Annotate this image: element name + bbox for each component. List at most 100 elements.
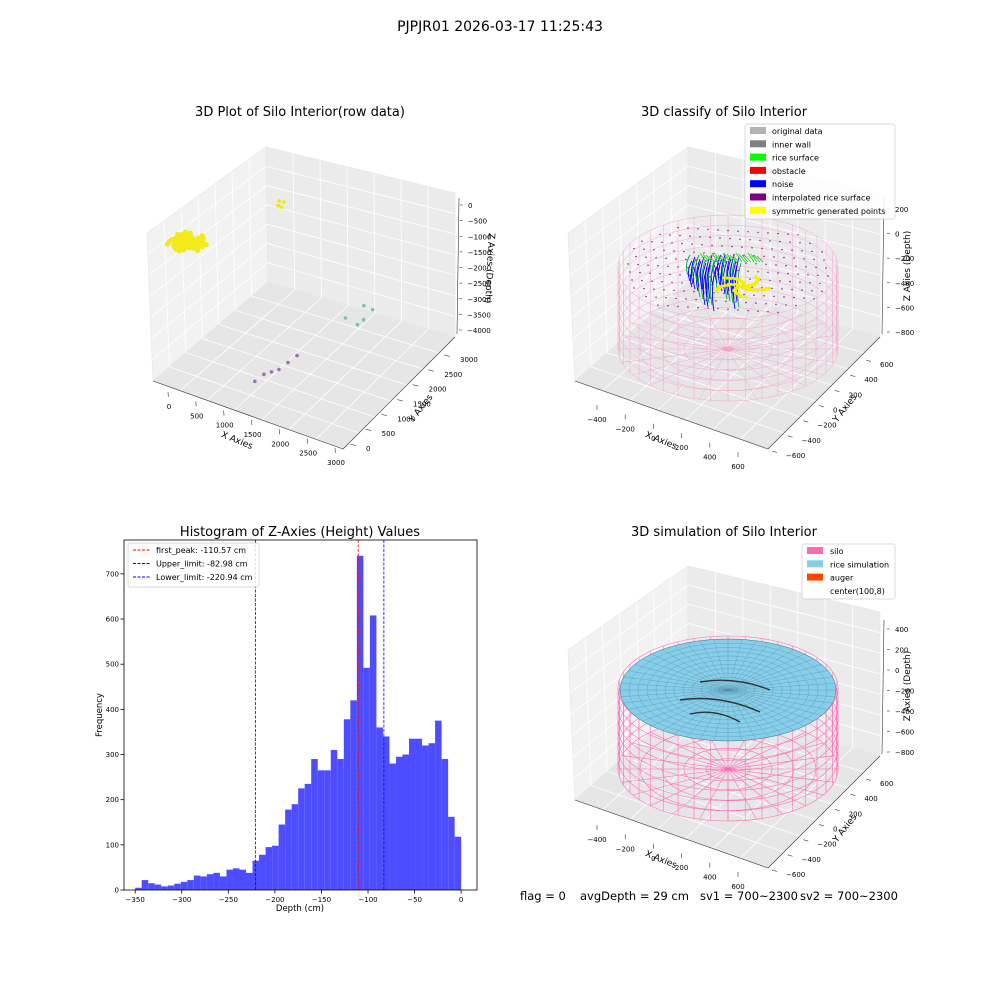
raw-box-gridline	[346, 166, 349, 306]
classify-interp-point	[713, 292, 715, 294]
hist-bar	[285, 809, 292, 890]
classify-y-tick	[865, 359, 871, 362]
classify-legend-label: original data	[772, 127, 823, 136]
simulation-rice-ridge	[679, 697, 761, 713]
raw-box-gridline	[218, 324, 408, 386]
classify-interp-point	[661, 241, 663, 244]
simulation-rice-mesh	[713, 689, 729, 741]
classify-interp-point	[697, 228, 699, 230]
classify-symmetric-point	[733, 277, 737, 281]
raw-y-tick-label: 500	[382, 430, 395, 438]
raw-box-gridline	[151, 262, 268, 361]
classify-noise-streak	[689, 266, 695, 288]
hist-bar	[415, 738, 423, 890]
hist-bar	[324, 770, 331, 890]
raw-box-x-axis-line	[152, 380, 344, 450]
raw-box-gridline	[150, 223, 268, 318]
raw-box-gridline	[179, 289, 295, 392]
classify-interp-point	[645, 295, 647, 298]
classify-interp-point	[691, 282, 693, 285]
classify-box-gridline	[657, 305, 771, 411]
classify-silo-spoke	[672, 303, 729, 350]
classify-interp-point	[629, 271, 631, 273]
classify-rice-point	[744, 255, 752, 263]
classify-interp-point	[761, 247, 763, 250]
classify-legend-swatch	[750, 206, 766, 214]
classify-interp-point	[717, 308, 719, 310]
hist-bar	[239, 869, 247, 890]
classify-interp-point	[803, 297, 805, 299]
classify-interp-point	[819, 282, 821, 285]
hist-legend-label: Lower_limit: -220.94 cm	[156, 573, 253, 582]
hist-bar	[206, 874, 214, 890]
simulation-rice-mesh	[623, 689, 729, 704]
simulation-legend-label: auger	[830, 574, 854, 583]
classify-legend-swatch	[750, 193, 766, 201]
classify-interp-point	[755, 302, 757, 304]
classify-x-tick-label: 400	[703, 454, 716, 462]
simulation-silo-spoke	[672, 768, 729, 815]
raw-y-tick-label: 0	[366, 445, 370, 453]
classify-interp-point	[663, 249, 665, 252]
classify-interp-point	[713, 252, 715, 255]
simulation-rice-mesh	[727, 689, 757, 740]
raw-3d-axes-box: 0500100015002000250030000500100015002000…	[146, 146, 491, 467]
raw-box-gridline	[234, 305, 349, 411]
classify-box-gridline	[639, 324, 833, 386]
raw-cluster-point	[187, 230, 193, 236]
simulation-z-tick-label: −200	[895, 688, 914, 696]
classify-interp-point	[809, 282, 811, 284]
classify-interp-point	[641, 279, 643, 282]
simulation-rice-mesh	[727, 683, 836, 691]
hist-y-ticks: 0 100 200 300 400 500 600 700	[106, 570, 124, 895]
status-flag: flag = 0	[520, 889, 566, 903]
raw-z-tick-label: −4000	[467, 327, 491, 335]
classify-interp-point	[761, 287, 763, 289]
classify-interp-point	[789, 280, 791, 283]
simulation-rice-mesh	[727, 670, 828, 691]
classify-interp-point	[741, 246, 743, 248]
classify-y-tick	[771, 450, 777, 453]
raw-box-gridline	[248, 159, 252, 297]
simulation-rice-mesh	[642, 658, 729, 691]
classify-interp-point	[639, 271, 641, 274]
simulation-title: 3D simulation of Silo Interior	[631, 525, 818, 540]
hist-bar	[154, 884, 162, 890]
classify-interp-point	[813, 298, 815, 300]
simulation-box-gridline	[655, 728, 849, 789]
classify-symmetric-point	[767, 286, 771, 290]
classify-rice-point	[741, 254, 749, 263]
classify-interp-point	[797, 234, 799, 236]
classify-symmetric-point	[756, 289, 760, 293]
simulation-z-tick-label: −400	[895, 708, 914, 716]
classify-symmetric-point	[732, 282, 736, 286]
classify-interp-point	[747, 270, 749, 272]
classify-y-tick-label: 0	[833, 407, 837, 415]
classify-interp-point	[683, 290, 685, 292]
raw-ylabel: Y Axies	[407, 393, 436, 426]
classify-legend-label: interpolated rice surface	[772, 194, 870, 203]
simulation-x-tick-label: 200	[675, 864, 688, 872]
classify-interp-point	[743, 254, 745, 256]
hist-bar	[448, 816, 455, 890]
hist-bar	[330, 750, 338, 890]
simulation-silo-spoke	[727, 742, 824, 770]
classify-silo-spoke	[650, 312, 729, 350]
classify-noise-streak	[706, 264, 712, 304]
classify-interp-point	[773, 256, 775, 258]
raw-box-gridline	[207, 297, 322, 401]
classify-interp-point	[657, 304, 659, 306]
raw-box-gridline	[163, 220, 170, 367]
classify-symmetric-point	[728, 276, 732, 281]
hist-bar	[265, 847, 273, 890]
hist-title: Histogram of Z-Axies (Height) Values	[180, 525, 420, 540]
simulation-silo-spoke	[727, 731, 806, 770]
classify-interp-point	[657, 265, 659, 267]
classify-interp-point	[775, 303, 777, 306]
raw-data-point	[275, 203, 280, 208]
classify-interp-point	[645, 256, 647, 258]
raw-cluster-point	[180, 238, 186, 245]
raw-z-tick-label: −3500	[467, 311, 491, 319]
simulation-y-tick	[787, 854, 793, 857]
classify-interp-point	[669, 273, 671, 276]
